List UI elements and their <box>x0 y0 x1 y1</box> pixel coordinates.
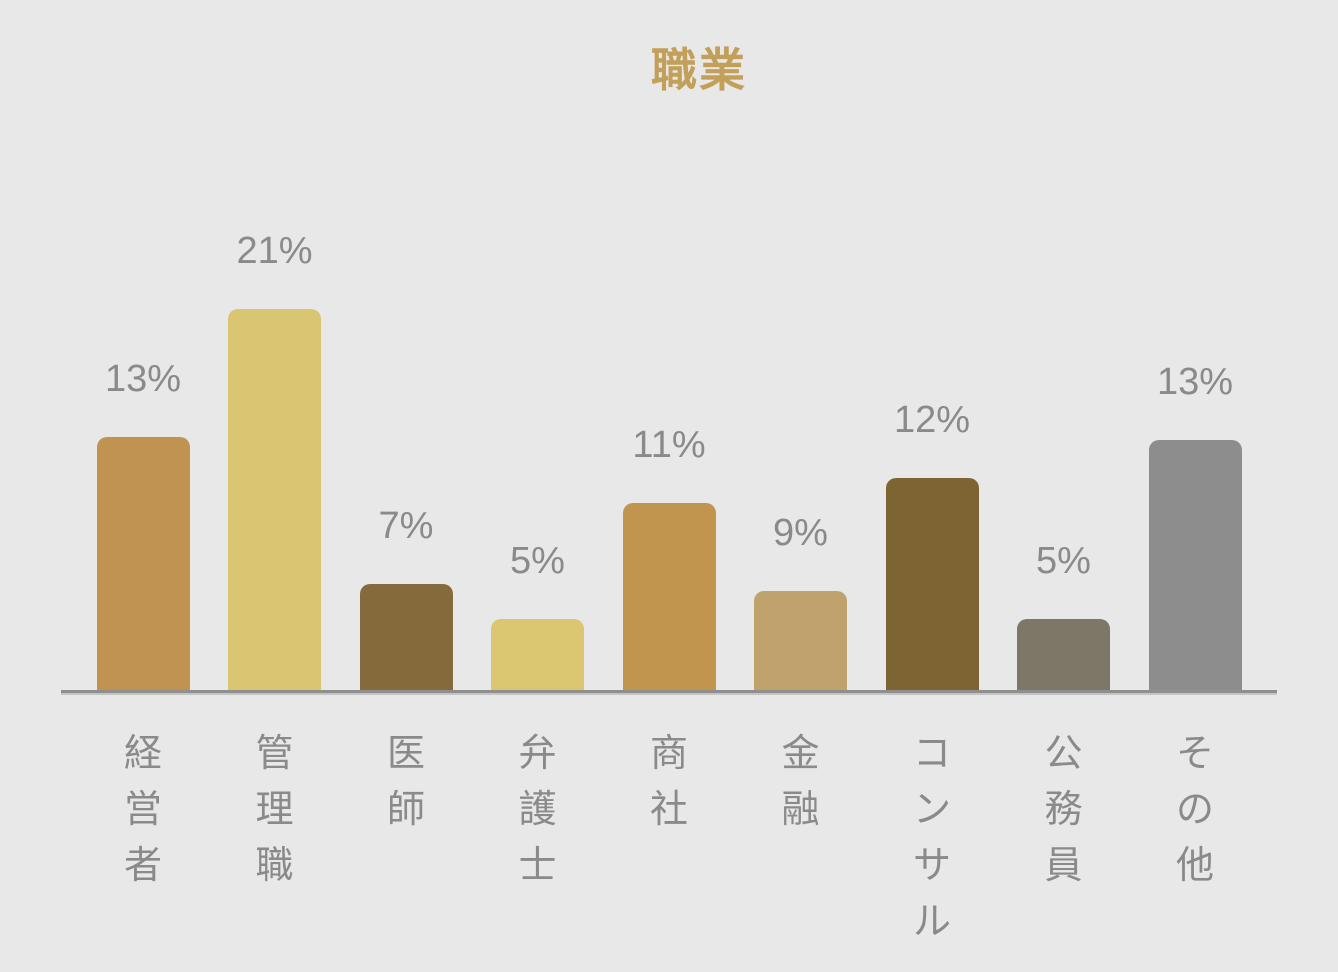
bar-category-label: そ の 他 <box>1175 733 1214 887</box>
bar-category-label: 商 社 <box>649 733 688 831</box>
chart-title: 職業 <box>651 44 747 96</box>
bar <box>96 437 190 690</box>
bar <box>754 591 847 690</box>
bar <box>1017 619 1110 690</box>
bar <box>1148 440 1242 690</box>
bar-category-label: 弁 護 士 <box>518 733 557 887</box>
bar-value-label: 5% <box>1036 540 1091 582</box>
bar-category-label: 公 務 員 <box>1044 733 1083 887</box>
bar-category-label: 経 営 者 <box>123 733 162 887</box>
bar-value-label: 9% <box>773 512 828 554</box>
bar-value-label: 21% <box>236 230 313 272</box>
bar-value-label: 12% <box>893 399 971 441</box>
bar-category-label: 管 理 職 <box>255 733 294 887</box>
x-axis-line <box>61 690 1277 693</box>
bar-value-label: 5% <box>510 540 565 582</box>
bar-category-label: 金 融 <box>781 733 820 831</box>
bar <box>885 478 979 690</box>
bar <box>359 584 453 690</box>
bar <box>491 619 584 690</box>
bar-category-label: コ ン サ ル <box>912 733 951 943</box>
bar <box>228 309 321 690</box>
bar-value-label: 13% <box>104 358 182 400</box>
bar-value-label: 11% <box>632 424 706 466</box>
bar-value-label: 7% <box>378 505 434 547</box>
bar-category-label: 医 師 <box>386 733 425 831</box>
bar-value-label: 13% <box>1156 361 1234 403</box>
bar <box>622 503 716 690</box>
